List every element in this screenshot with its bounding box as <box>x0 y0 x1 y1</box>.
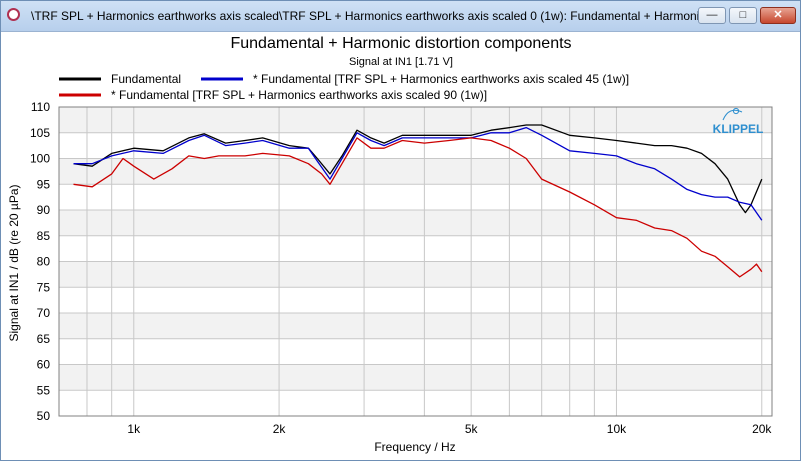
series-line-3 <box>73 137 763 278</box>
axes: 50 55 60 65 70 75 80 85 90 95 100 105 110 1k 2k 5k 10k 20… <box>30 100 773 436</box>
y-tick-label: 50 <box>37 409 51 423</box>
chart-subtitle: Signal at IN1 [1.71 V] <box>349 56 453 68</box>
title-bar[interactable]: \TRF SPL + Harmonics earthworks axis sca… <box>1 1 800 32</box>
x-tick-label: 20k <box>752 422 772 436</box>
plot-band <box>59 158 772 185</box>
y-axis-label: Signal at IN1 / dB (re 20 µPa) <box>7 185 21 342</box>
y-tick-label: 80 <box>37 255 51 269</box>
series-line-2 <box>73 126 763 221</box>
klippel-logo: KLIPPEL <box>713 107 764 136</box>
chart-title: Fundamental + Harmonic distortion compon… <box>230 35 571 52</box>
legend-label-2: * Fundamental [TRF SPL + Harmonics earth… <box>253 72 629 86</box>
plot-border <box>58 106 773 417</box>
x-tick-label: 1k <box>127 422 141 436</box>
legend-label-1: Fundamental <box>111 72 181 86</box>
y-tick-label: 55 <box>37 383 51 397</box>
y-tick-label: 60 <box>37 358 51 372</box>
x-tick-label: 5k <box>465 422 479 436</box>
chart-svg: Fundamental + Harmonic distortion compon… <box>7 35 773 454</box>
x-tick-label: 2k <box>273 422 287 436</box>
y-tick-label: 110 <box>31 100 50 114</box>
series-lines <box>73 124 763 278</box>
logo-text: KLIPPEL <box>713 122 764 136</box>
y-tick-label: 100 <box>30 152 50 166</box>
legend-label-3: * Fundamental [TRF SPL + Harmonics earth… <box>111 88 487 102</box>
series-line-1 <box>73 124 763 214</box>
plot-area: Fundamental + Harmonic distortion compon… <box>1 32 800 460</box>
y-tick-label: 95 <box>37 177 51 191</box>
x-tick-label: 10k <box>607 422 627 436</box>
plot-band <box>59 261 772 288</box>
y-tick-label: 90 <box>37 203 51 217</box>
plot-band <box>59 364 772 391</box>
y-tick-label: 105 <box>30 126 50 140</box>
plot-band <box>59 107 772 133</box>
legend: Fundamental * Fundamental [TRF SPL + Harm… <box>59 72 629 102</box>
y-tick-label: 65 <box>37 332 51 346</box>
minimize-button[interactable]: — <box>698 7 726 24</box>
x-axis-label: Frequency / Hz <box>374 440 455 454</box>
plot-band <box>59 210 772 236</box>
y-tick-label: 70 <box>37 306 51 320</box>
close-button[interactable]: ✕ <box>760 7 796 24</box>
y-tick-label: 85 <box>37 229 51 243</box>
app-ring-icon <box>7 8 20 21</box>
maximize-button[interactable]: □ <box>729 7 757 24</box>
logo-arc-icon <box>722 109 743 121</box>
window-title: \TRF SPL + Harmonics earthworks axis sca… <box>31 9 701 23</box>
y-tick-label: 75 <box>37 280 51 294</box>
plot-band <box>59 313 772 339</box>
